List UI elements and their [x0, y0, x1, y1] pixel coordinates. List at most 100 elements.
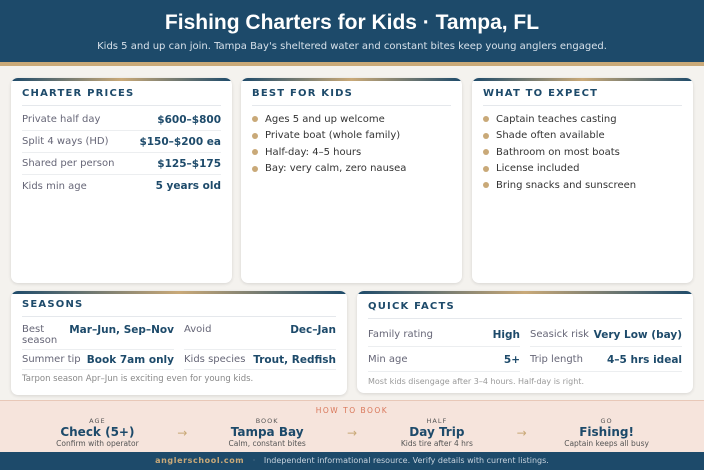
list-item: Bathroom on most boats [483, 144, 682, 161]
step-half: HALF Day Trip Kids tire after 4 hrs [382, 417, 492, 448]
fact-cell: Best season Mar–Jun, Sep–Nov [22, 320, 174, 350]
card-title: QUICK FACTS [368, 301, 682, 319]
footer-separator: · [252, 456, 256, 465]
row-value: 5 years old [155, 180, 221, 192]
best-for-kids-card: BEST FOR KIDS Ages 5 and up welcome Priv… [241, 78, 462, 283]
card-title: WHAT TO EXPECT [483, 88, 682, 106]
quick-facts-card: QUICK FACTS Family rating High Seasick ri… [357, 291, 693, 393]
list-item: License included [483, 161, 682, 178]
cell-label: Trip length [530, 354, 583, 365]
cell-value: Very Low (bay) [593, 329, 682, 341]
cell-label: Family rating [368, 329, 433, 340]
page-title: Fishing Charters for Kids · Tampa, FL [164, 11, 540, 34]
bullet-icon [483, 182, 489, 189]
site-link[interactable]: anglerschool.com [155, 456, 245, 465]
row-label: Split 4 ways (HD) [22, 136, 109, 147]
step-age: AGE Check (5+) Confirm with operator [42, 417, 152, 448]
seasons-card: SEASONS Best season Mar–Jun, Sep–Nov Avoi… [11, 291, 347, 395]
step-sub: Captain keeps all busy [564, 439, 649, 448]
fact-cell: Summer tip Book 7am only [22, 350, 174, 370]
fact-cell: Min age 5+ [368, 347, 520, 372]
list-item: Ages 5 and up welcome [252, 111, 451, 128]
price-row: Shared per person $125–$175 [22, 153, 221, 175]
fact-cell: Avoid Dec–Jan [184, 320, 336, 350]
price-row: Split 4 ways (HD) $150–$200 ea [22, 131, 221, 153]
footer: anglerschool.com · Independent informati… [0, 452, 704, 470]
item-text: Half-day: 4–5 hours [265, 146, 362, 158]
card-title: BEST FOR KIDS [252, 88, 451, 106]
list-item: Private boat (whole family) [252, 128, 451, 145]
cell-value: Mar–Jun, Sep–Nov [69, 324, 174, 336]
step-sub: Kids tire after 4 hrs [400, 439, 473, 448]
bullet-icon [483, 149, 489, 156]
step-main: Day Trip [409, 425, 465, 439]
row-value: $150–$200 ea [139, 135, 221, 148]
bullet-icon [252, 165, 258, 172]
cell-label: Min age [368, 354, 408, 365]
cell-value: Book 7am only [86, 354, 174, 366]
how-to-book-band: HOW TO BOOK AGE Check (5+) Confirm with op… [0, 400, 704, 452]
step-sub: Calm, constant bites [228, 439, 306, 448]
footer-text: Independent informational resource. Veri… [263, 456, 549, 465]
charter-prices-card: CHARTER PRICES Private half day $600–$800… [11, 78, 232, 283]
bullet-icon [483, 165, 489, 172]
item-text: Bathroom on most boats [496, 146, 620, 158]
cell-label: Kids species [184, 354, 246, 365]
card-note: Most kids disengage after 3–4 hours. Hal… [368, 377, 584, 386]
item-text: Bay: very calm, zero nausea [265, 163, 407, 175]
fact-cell: Kids species Trout, Redfish [184, 350, 336, 370]
arrow-right-icon: → [516, 425, 527, 440]
card-note: Tarpon season Apr–Jun is exciting even f… [22, 374, 254, 384]
bullet-icon [252, 132, 258, 139]
cell-value: 5+ [503, 354, 520, 366]
item-text: Ages 5 and up welcome [265, 113, 385, 125]
cell-value: High [492, 329, 520, 341]
step-go: GO Fishing! Captain keeps all busy [552, 417, 662, 448]
what-to-expect-card: WHAT TO EXPECT Captain teaches casting S… [472, 78, 693, 283]
list-item: Captain teaches casting [483, 111, 682, 128]
step-sub: Confirm with operator [56, 439, 139, 448]
cell-value: Trout, Redfish [253, 354, 336, 366]
item-text: Captain teaches casting [496, 113, 617, 125]
step-main: Tampa Bay [230, 425, 304, 439]
step-main: Fishing! [579, 425, 634, 439]
item-text: Shade often available [496, 130, 605, 142]
list-item: Bay: very calm, zero nausea [252, 161, 451, 178]
cell-value: 4–5 hrs ideal [607, 354, 682, 366]
card-title: SEASONS [22, 299, 336, 317]
cell-label: Summer tip [22, 354, 81, 365]
bullet-icon [483, 116, 489, 123]
bullet-icon [483, 132, 489, 139]
page-header: Fishing Charters for Kids · Tampa, FL Ki… [0, 0, 704, 66]
step-kicker: GO [600, 417, 613, 425]
how-to-book-title: HOW TO BOOK [315, 406, 389, 415]
page-subtitle: Kids 5 and up can join. Tampa Bay's shel… [97, 41, 607, 52]
row-value: $600–$800 [157, 113, 221, 126]
arrow-right-icon: → [177, 425, 188, 440]
row-label: Private half day [22, 114, 101, 125]
item-text: Private boat (whole family) [265, 130, 401, 142]
cell-value: Dec–Jan [290, 324, 336, 336]
arrow-right-icon: → [346, 425, 358, 440]
row-label: Kids min age [22, 180, 87, 192]
list-item: Half-day: 4–5 hours [252, 144, 451, 161]
fact-cell: Family rating High [368, 322, 520, 347]
bullet-icon [252, 116, 258, 123]
price-row: Kids min age 5 years old [22, 175, 221, 197]
card-title: CHARTER PRICES [22, 88, 221, 106]
list-item: Shade often available [483, 128, 682, 145]
cell-label: Seasick risk [530, 329, 589, 340]
bullet-icon [252, 149, 258, 156]
row-label: Shared per person [22, 158, 115, 169]
cell-label: Best season [22, 324, 58, 346]
step-kicker: BOOK [255, 417, 279, 425]
cell-label: Avoid [184, 324, 212, 335]
step-kicker: HALF [426, 417, 448, 425]
fact-cell: Seasick risk Very Low (bay) [530, 322, 682, 347]
item-text: License included [496, 163, 580, 175]
item-text: Bring snacks and sunscreen [496, 179, 637, 191]
step-kicker: AGE [89, 417, 106, 425]
fact-cell: Trip length 4–5 hrs ideal [530, 347, 682, 372]
step-book: BOOK Tampa Bay Calm, constant bites [212, 417, 322, 448]
step-main: Check (5+) [60, 425, 135, 439]
